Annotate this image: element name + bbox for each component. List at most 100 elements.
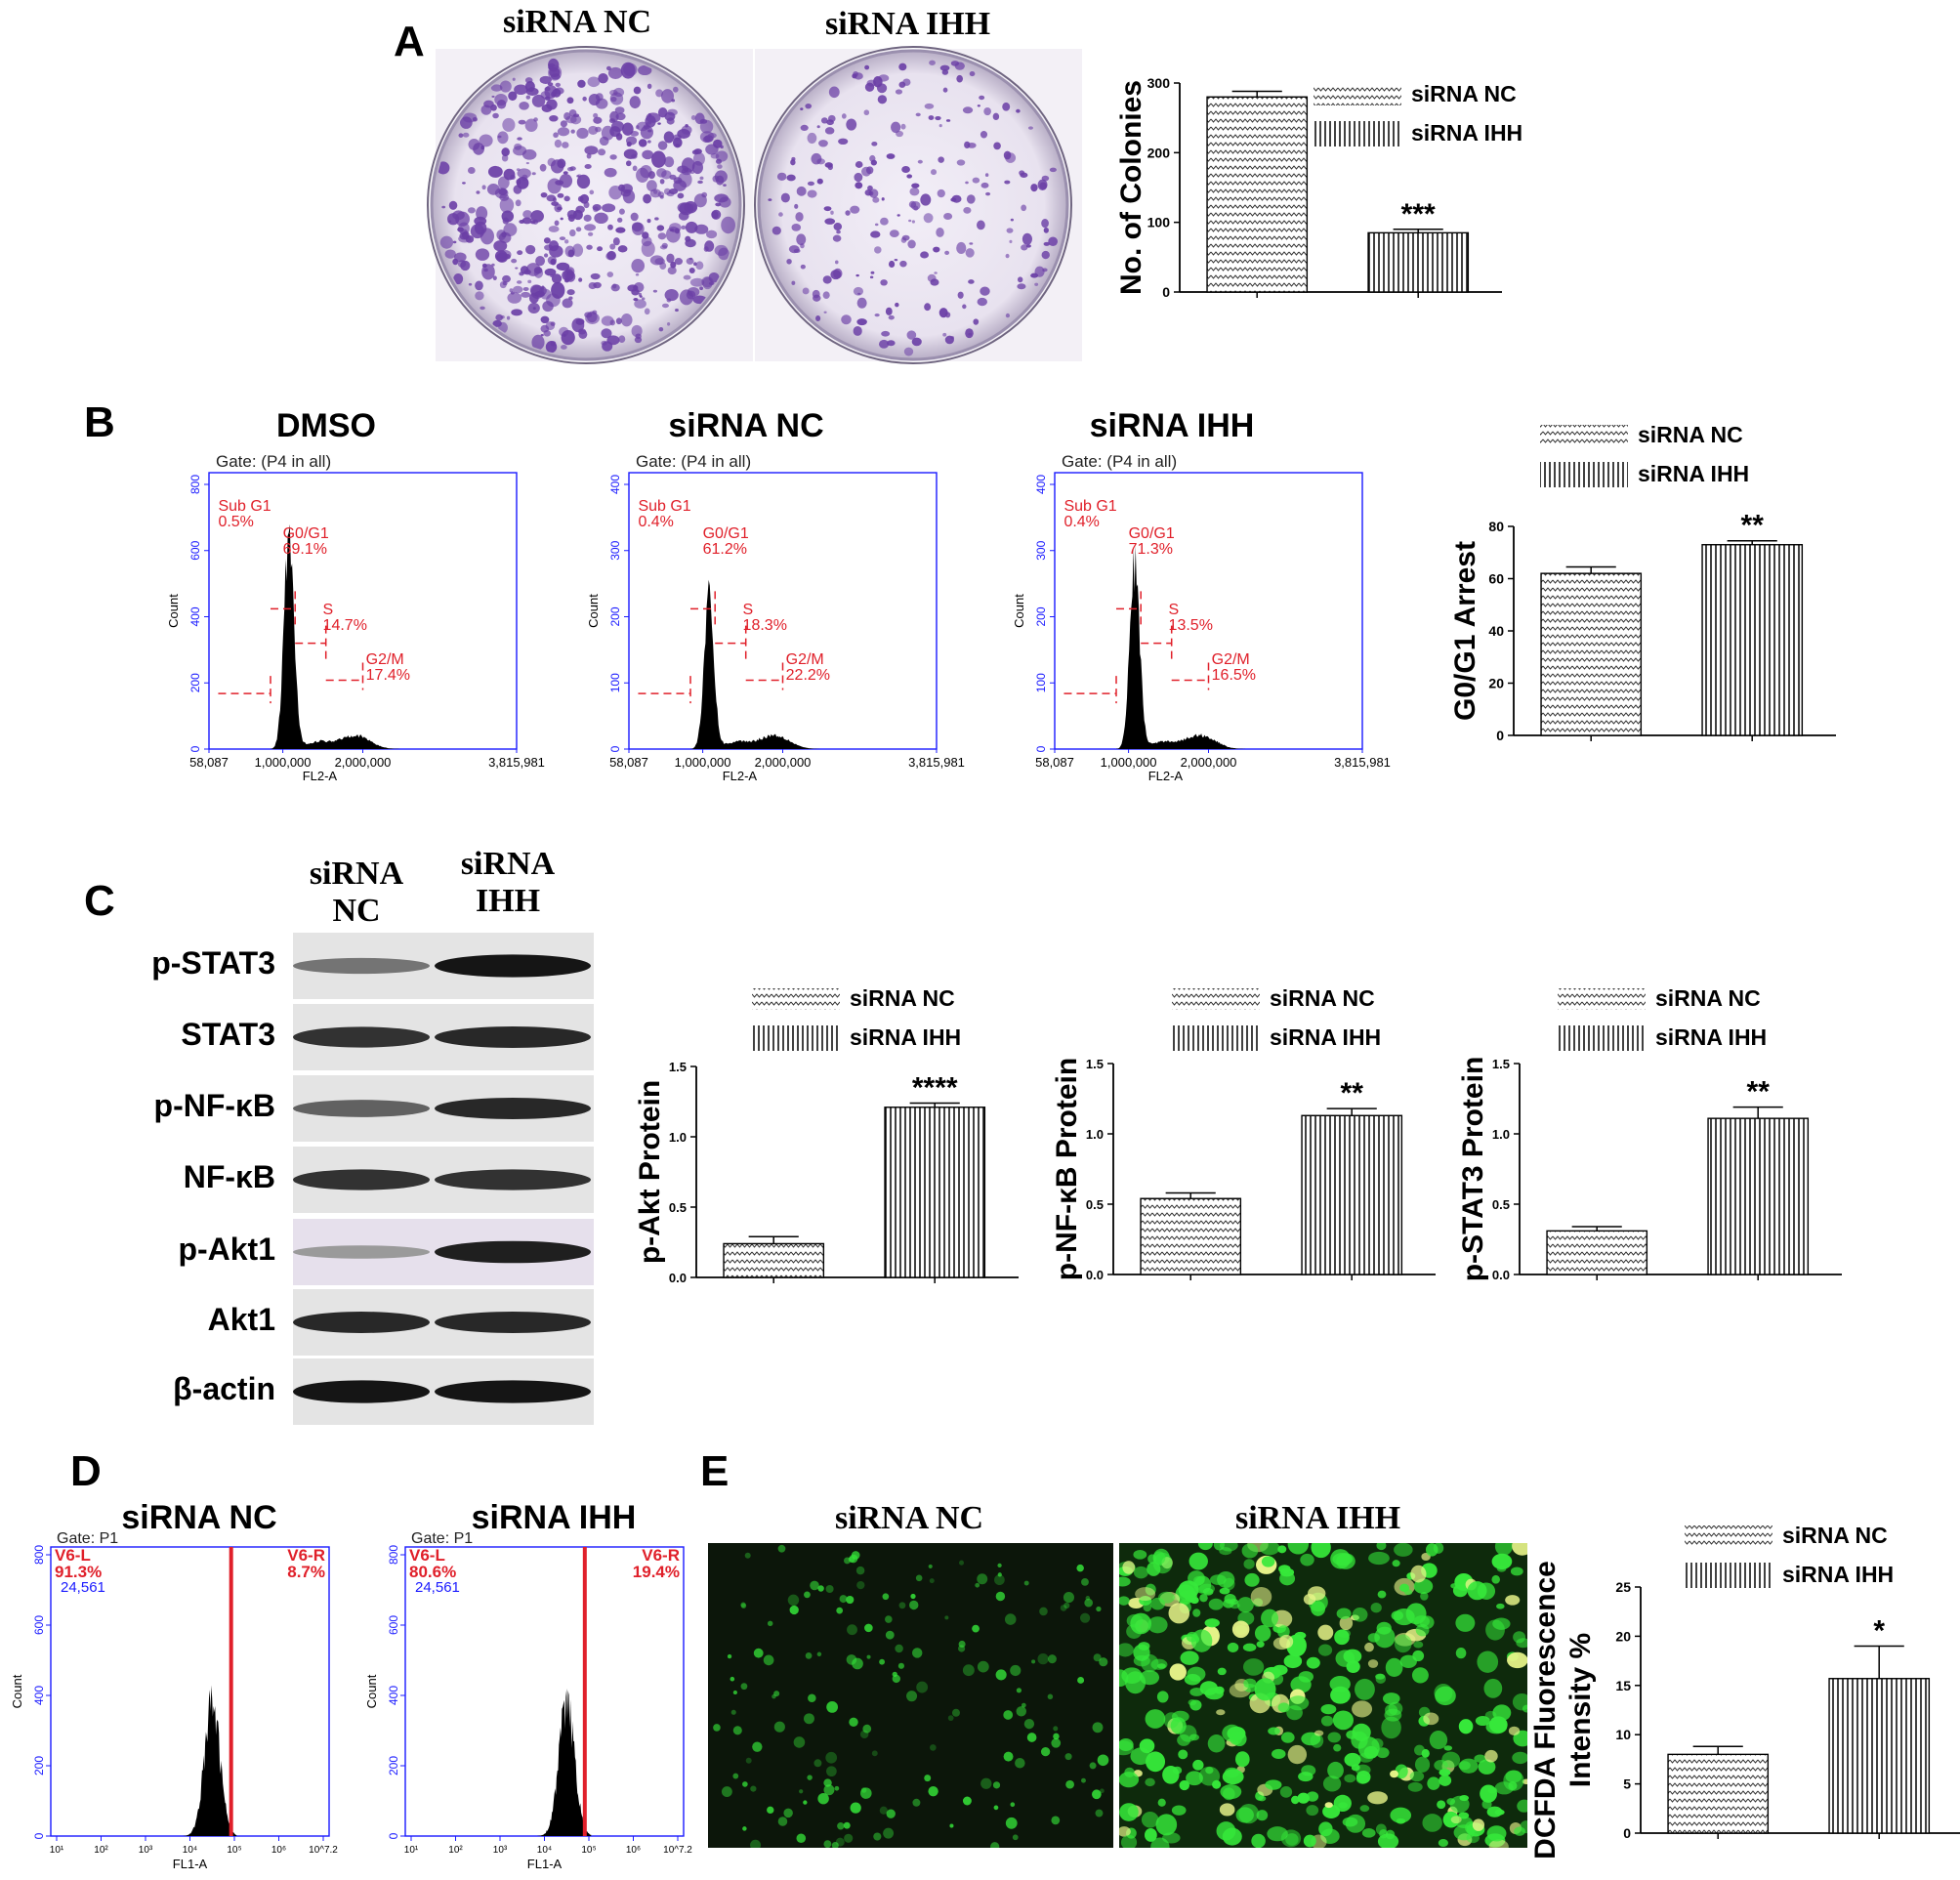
fluor-cell <box>1287 1695 1310 1711</box>
colony <box>476 190 480 194</box>
fluor-cell <box>1227 1642 1239 1652</box>
colony <box>718 247 730 261</box>
fluor-cell <box>849 1717 858 1728</box>
fluor-cell <box>1147 1616 1168 1634</box>
fluor-cell <box>1039 1607 1048 1616</box>
colony <box>870 230 881 238</box>
colony <box>467 207 476 214</box>
fluor-cell <box>1243 1678 1257 1689</box>
y-tick-label: 300 <box>1147 75 1171 91</box>
colony <box>823 311 827 313</box>
fluor-cell <box>763 1654 774 1666</box>
chart-pakt: 0.0 0.5 1.0 1.5 **** siRNA NC siRNA IHH p-Akt P… <box>634 985 1019 1285</box>
fluor-label-ihh: siRNA IHH <box>1235 1500 1401 1536</box>
fluor-cell <box>1333 1743 1342 1752</box>
colony <box>444 249 456 259</box>
fluor-cell <box>740 1602 746 1608</box>
fluor-cell <box>1053 1733 1060 1740</box>
colony <box>872 196 880 203</box>
fluor-cell <box>803 1713 814 1725</box>
colony <box>693 193 707 208</box>
fluor-cell <box>1492 1704 1512 1722</box>
fluor-cell <box>816 1651 822 1657</box>
fluor-cell <box>1311 1601 1326 1616</box>
label-s-value: 14.7% <box>323 617 367 634</box>
colony <box>568 229 576 237</box>
colony <box>685 221 698 233</box>
colony <box>590 272 601 280</box>
blot-row-label: Akt1 <box>208 1302 275 1337</box>
colony <box>891 121 901 134</box>
colony <box>507 292 522 304</box>
colony <box>880 217 889 226</box>
colony <box>870 271 875 274</box>
y-tick-label: 0.5 <box>669 1200 687 1215</box>
fluor-cell <box>1208 1598 1224 1610</box>
colony <box>1041 219 1049 229</box>
fluor-cell <box>1145 1709 1166 1729</box>
flow-title: siRNA NC <box>668 407 823 444</box>
colony <box>545 341 558 354</box>
fluor-cell <box>992 1781 1001 1789</box>
colony <box>595 98 608 109</box>
colony <box>973 318 980 325</box>
fluor-cell <box>1364 1642 1374 1652</box>
colony <box>1005 152 1017 163</box>
fluor-cell <box>1336 1553 1355 1569</box>
colony <box>593 116 603 124</box>
legend-swatch-ihh <box>1314 121 1401 146</box>
colony <box>942 332 947 337</box>
x-axis-title: FL1-A <box>527 1857 563 1871</box>
colony <box>566 289 575 296</box>
label-subg1-value: 0.5% <box>218 514 253 530</box>
colony <box>625 160 632 167</box>
fluor-cell <box>866 1654 871 1659</box>
colony <box>500 314 505 319</box>
colony <box>855 273 859 277</box>
colony <box>969 71 976 77</box>
fluor-cell <box>804 1591 811 1599</box>
colony <box>897 214 900 217</box>
colony <box>962 106 974 114</box>
colony <box>602 341 613 352</box>
fluor-cell <box>1163 1712 1180 1729</box>
fluor-cell <box>1189 1734 1200 1741</box>
fluor-cell <box>826 1766 837 1777</box>
colony <box>807 181 814 187</box>
fluor-cell <box>1361 1828 1376 1838</box>
fluor-cell <box>928 1785 938 1797</box>
colony <box>778 212 783 217</box>
y-tick-label: 800 <box>32 1545 46 1565</box>
x-tick-label: 3,815,981 <box>1334 755 1391 770</box>
blot-row-β-actin: β-actin <box>173 1358 594 1425</box>
colony <box>646 121 651 125</box>
fluor-cell <box>1172 1766 1183 1775</box>
y-axis-title: p-NF-κB Protein <box>1051 1058 1083 1280</box>
fluor-cell <box>1155 1814 1178 1836</box>
colony <box>661 303 669 309</box>
colony <box>887 340 896 347</box>
fluor-cell <box>1190 1629 1213 1652</box>
colony <box>521 217 532 225</box>
fluor-cell <box>1294 1631 1307 1640</box>
colony <box>945 119 951 122</box>
colony <box>673 180 687 191</box>
colony <box>607 224 613 230</box>
fluor-cell <box>1306 1805 1319 1817</box>
fluor-cell <box>793 1736 806 1748</box>
fluor-cell <box>1241 1543 1259 1559</box>
colony <box>576 127 589 139</box>
fluor-cell <box>1259 1543 1280 1556</box>
colony <box>517 250 523 256</box>
colony <box>617 245 628 253</box>
label-s-value: 13.5% <box>1169 617 1213 634</box>
colony <box>992 112 1000 121</box>
x-tick-label: 2,000,000 <box>1181 755 1237 770</box>
x-tick-label: 58,087 <box>1035 755 1074 770</box>
fluor-cell <box>1455 1613 1476 1632</box>
colony <box>494 250 508 263</box>
colony <box>634 336 643 344</box>
fluor-cell <box>980 1777 992 1789</box>
fluor-cell <box>1047 1654 1057 1664</box>
colony <box>920 251 929 259</box>
